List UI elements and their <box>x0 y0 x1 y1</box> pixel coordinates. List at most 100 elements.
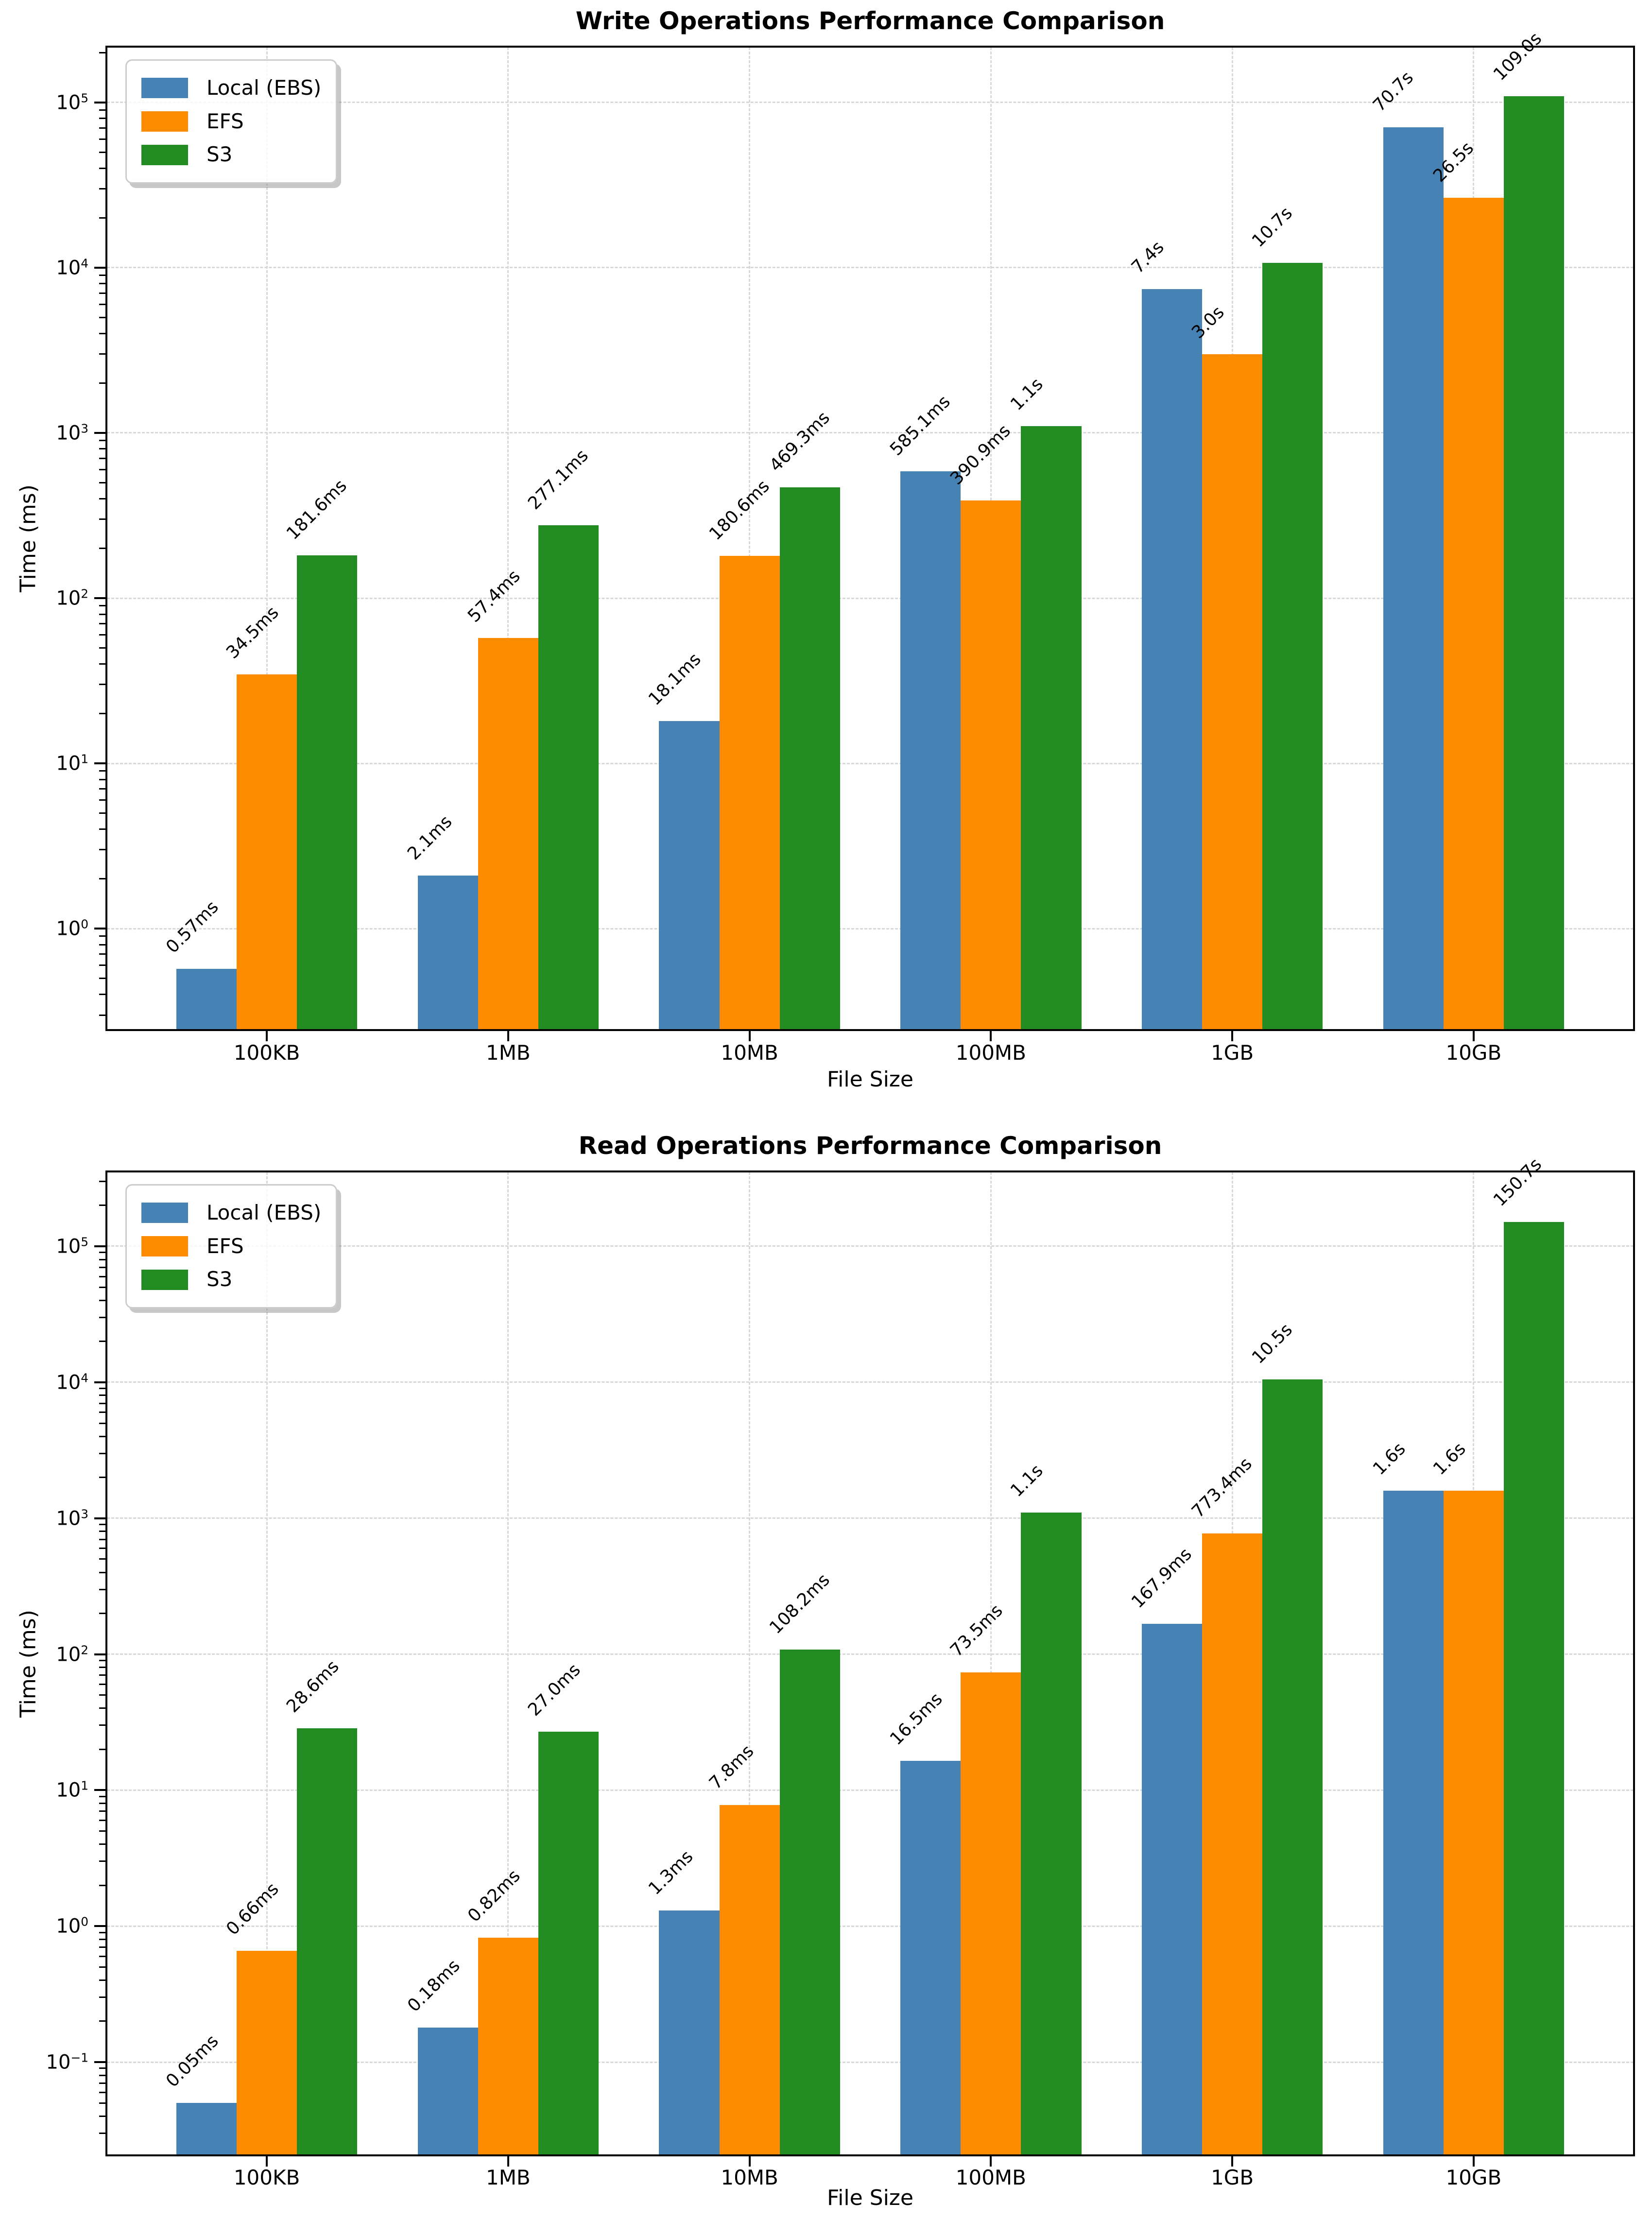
y-minor-tick <box>99 440 106 441</box>
bar-local-ebs-10mb <box>659 721 720 1030</box>
y-minor-tick <box>99 1588 106 1590</box>
y-minor-tick <box>99 2116 106 2117</box>
y-minor-tick <box>99 953 106 955</box>
x-tick-label: 10GB <box>1446 2166 1502 2189</box>
y-tick <box>94 597 106 600</box>
y-minor-tick <box>99 188 106 190</box>
y-minor-tick <box>99 1266 106 1268</box>
y-minor-tick <box>99 2082 106 2084</box>
y-minor-tick <box>99 1316 106 1318</box>
x-tick <box>748 2156 751 2167</box>
bar-value-label: 0.82ms <box>464 1866 524 1927</box>
y-gridline <box>107 2061 1634 2063</box>
y-tick <box>94 1245 106 1247</box>
y-minor-tick <box>99 1979 106 1981</box>
y-minor-tick <box>99 548 106 550</box>
bar-value-label: 0.18ms <box>403 1955 464 2016</box>
y-minor-tick <box>99 1694 106 1696</box>
y-minor-tick <box>99 878 106 880</box>
y-minor-tick <box>99 1707 106 1709</box>
x-tick-label: 10MB <box>721 1041 778 1065</box>
y-tick-label: 100 <box>56 917 88 940</box>
y-minor-tick <box>99 274 106 276</box>
y-minor-tick <box>99 518 106 520</box>
y-minor-tick <box>99 1411 106 1413</box>
x-tick <box>1472 1031 1475 1041</box>
legend-label: Local (EBS) <box>206 76 322 100</box>
bar-s3-10mb <box>779 1649 840 2155</box>
y-minor-tick <box>99 1667 106 1669</box>
bar-efs-10gb <box>1443 1490 1504 2155</box>
y-minor-tick <box>99 1803 106 1805</box>
y-minor-tick <box>99 1435 106 1437</box>
y-minor-tick <box>99 1476 106 1478</box>
bar-local-ebs-1mb <box>417 875 478 1030</box>
y-minor-tick <box>99 1820 106 1821</box>
y-minor-tick <box>99 138 106 140</box>
y-minor-tick <box>99 1724 106 1726</box>
y-minor-tick <box>99 109 106 111</box>
bar-value-label: 10.5s <box>1248 1319 1297 1368</box>
y-minor-tick <box>99 1402 106 1404</box>
x-tick <box>1472 2156 1475 2167</box>
y-axis-label: Time (ms) <box>16 1609 41 1718</box>
y-tick <box>94 1381 106 1383</box>
bar-efs-10mb <box>719 555 780 1030</box>
x-axis-label: File Size <box>827 1067 913 1092</box>
y-minor-tick <box>99 1538 106 1540</box>
legend-label: S3 <box>206 1267 233 1291</box>
y-minor-tick <box>99 1659 106 1661</box>
y-minor-tick <box>99 799 106 801</box>
y-minor-tick <box>99 1394 106 1396</box>
y-gridline <box>107 928 1634 929</box>
legend-entry: EFS <box>141 108 321 136</box>
legend-swatch-local-ebs <box>141 1203 188 1223</box>
y-minor-tick <box>99 1966 106 1968</box>
y-minor-tick <box>99 1205 106 1206</box>
x-gridline <box>749 47 751 1030</box>
bar-local-ebs-1gb <box>1141 1623 1203 2155</box>
y-gridline <box>107 1925 1634 1927</box>
y-gridline <box>107 597 1634 599</box>
y-gridline <box>107 1517 1634 1519</box>
bar-s3-1gb <box>1262 262 1323 1030</box>
x-tick-label: 1MB <box>485 2166 531 2189</box>
y-tick <box>94 266 106 269</box>
y-minor-tick <box>99 1830 106 1832</box>
y-gridline <box>107 102 1634 103</box>
x-tick-label: 100MB <box>955 2166 1026 2189</box>
bar-local-ebs-1gb <box>1141 289 1203 1030</box>
legend-entry: Local (EBS) <box>141 1199 321 1227</box>
y-minor-tick <box>99 684 106 686</box>
y-minor-tick <box>99 382 106 384</box>
legend-swatch-efs <box>141 1236 188 1257</box>
y-minor-tick <box>99 1523 106 1525</box>
y-tick-label: 103 <box>56 1507 88 1530</box>
bar-efs-10mb <box>719 1805 780 2155</box>
y-minor-tick <box>99 458 106 460</box>
bar-local-ebs-1mb <box>417 2027 478 2155</box>
y-minor-tick <box>99 605 106 607</box>
x-tick <box>1231 2156 1234 2167</box>
x-tick-label: 100MB <box>955 1041 1026 1065</box>
y-minor-tick <box>99 1286 106 1288</box>
y-minor-tick <box>99 1931 106 1933</box>
bar-s3-10gb <box>1503 1222 1565 2155</box>
legend-label: EFS <box>206 109 244 133</box>
y-minor-tick <box>99 994 106 996</box>
y-minor-tick <box>99 1275 106 1277</box>
y-minor-tick <box>99 2020 106 2022</box>
y-tick <box>94 762 106 765</box>
y-minor-tick <box>99 1843 106 1845</box>
y-minor-tick <box>99 118 106 120</box>
y-minor-tick <box>99 2132 106 2134</box>
legend-label: EFS <box>206 1234 244 1258</box>
y-gridline <box>107 1381 1634 1383</box>
y-minor-tick <box>99 332 106 334</box>
y-minor-tick <box>99 217 106 219</box>
x-tick <box>507 1031 509 1041</box>
y-tick <box>94 1653 106 1655</box>
y-minor-tick <box>99 293 106 294</box>
y-minor-tick <box>99 1571 106 1573</box>
bar-local-ebs-10mb <box>659 1910 720 2155</box>
